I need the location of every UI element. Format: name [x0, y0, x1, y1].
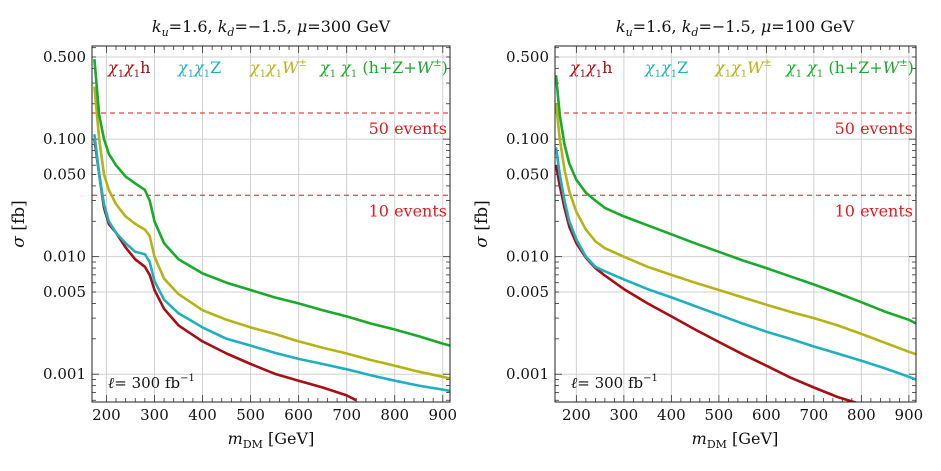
y-tick-label: 0.005 — [43, 283, 86, 301]
series-line-4 — [555, 75, 916, 325]
y-tick-label: 0.001 — [43, 365, 86, 383]
x-tick-label: 600 — [752, 406, 781, 424]
x-axis-label: mDM [GeV] — [692, 429, 779, 451]
x-tick-label: 700 — [800, 406, 829, 424]
x-tick-label: 800 — [847, 406, 876, 424]
x-tick-label: 700 — [332, 406, 361, 424]
chart-title: ku=1.6, kd=−1.5, μ=100 GeV — [616, 17, 855, 39]
series-group — [93, 58, 450, 402]
legend-entry-2: χ1χ1Z — [177, 58, 221, 80]
series-line-3 — [555, 103, 916, 356]
x-tick-label: 800 — [380, 406, 409, 424]
x-tick-label: 900 — [428, 406, 457, 424]
chart-title: ku=1.6, kd=−1.5, μ=300 GeV — [152, 17, 391, 39]
y-tick-label: 0.050 — [43, 166, 86, 184]
grid — [92, 46, 450, 402]
chart-panel-1: 50 events 10 events 200 300 400 500 600 700 800 9… — [9, 17, 457, 451]
x-tick-label: 400 — [657, 406, 686, 424]
luminosity-label: ℓ= 300 fb−1 — [108, 373, 195, 392]
y-axis-label: σ [fb] — [472, 200, 492, 247]
x-tick-label: 300 — [140, 406, 169, 424]
chart-panel-2: 50 events 10 events 200 300 400 500 600 700 800 9… — [472, 17, 923, 451]
series-line-4 — [93, 58, 450, 347]
series-line-3 — [93, 86, 450, 380]
y-tick-label: 0.010 — [506, 248, 549, 266]
grid — [555, 46, 916, 402]
legend-entry-1: χ1χ1h — [569, 58, 612, 80]
x-tick-label: 300 — [610, 406, 639, 424]
x-tick-label: 200 — [92, 406, 121, 424]
y-tick-label: 0.500 — [43, 48, 86, 66]
luminosity-label: ℓ= 300 fb−1 — [571, 373, 658, 392]
legend-entry-3: χ1χ1W± — [249, 58, 307, 80]
plot-frame — [91, 45, 451, 403]
legend: χ1χ1h χ1χ1Z χ1χ1W± χ1 χ1 (h+Z+W±) — [569, 58, 914, 80]
x-axis-label: mDM [GeV] — [228, 429, 315, 451]
legend-entry-2: χ1χ1Z — [644, 58, 688, 80]
events-label-2: 10 events — [835, 201, 913, 220]
x-tick-label: 500 — [236, 406, 265, 424]
y-tick-label: 0.100 — [43, 130, 86, 148]
legend-entry-4: χ1 χ1 (h+Z+W±) — [319, 58, 448, 80]
series-line-2 — [555, 147, 916, 381]
events-label-2: 10 events — [369, 201, 447, 220]
plot-frame — [554, 45, 917, 403]
x-tick-label: 600 — [284, 406, 313, 424]
series-line-1 — [93, 138, 357, 402]
legend-entry-4: χ1 χ1 (h+Z+W±) — [785, 58, 914, 80]
y-tick-label: 0.050 — [506, 166, 549, 184]
events-label-1: 50 events — [369, 119, 447, 138]
legend-entry-1: χ1χ1h — [107, 58, 150, 80]
y-tick-label: 0.005 — [506, 283, 549, 301]
y-tick-label: 0.001 — [506, 365, 549, 383]
y-axis-label: σ [fb] — [9, 200, 29, 247]
events-label-1: 50 events — [835, 119, 913, 138]
y-tick-label: 0.010 — [43, 248, 86, 266]
x-tick-label: 400 — [188, 406, 217, 424]
series-line-2 — [93, 134, 450, 393]
y-tick-label: 0.100 — [506, 130, 549, 148]
series-group — [555, 75, 916, 402]
legend: χ1χ1h χ1χ1Z χ1χ1W± χ1 χ1 (h+Z+W±) — [107, 58, 448, 80]
series-line-1 — [555, 164, 857, 402]
x-tick-label: 900 — [895, 406, 924, 424]
y-tick-label: 0.500 — [506, 48, 549, 66]
x-tick-label: 200 — [562, 406, 591, 424]
legend-entry-3: χ1χ1W± — [714, 58, 772, 80]
x-tick-label: 500 — [705, 406, 734, 424]
